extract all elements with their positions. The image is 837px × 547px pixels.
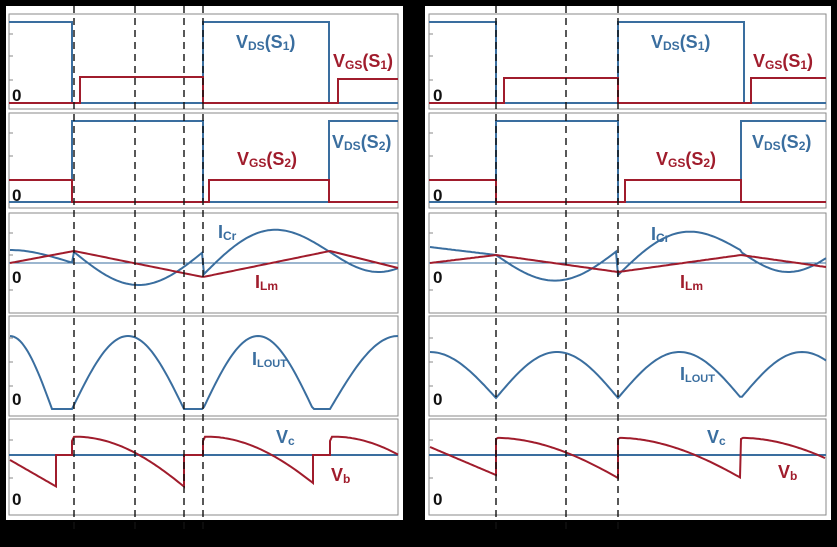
- left-zero-labels: 0 0 0 0 0: [12, 86, 21, 509]
- zero-label: 0: [433, 390, 442, 409]
- left-label-vgs-s2: VGS(S2): [237, 149, 297, 170]
- left-label-vb: Vb: [331, 465, 350, 486]
- right-ilm-trace: [429, 253, 827, 274]
- right-time-markers: [495, 6, 619, 530]
- right-label-icr: ICr: [651, 224, 670, 245]
- right-label-vb: Vb: [778, 462, 797, 483]
- left-time-markers: [73, 6, 204, 530]
- right-row2-frame: [428, 112, 827, 209]
- right-label-vc: Vc: [707, 427, 726, 448]
- left-label-ilout: ILOUT: [252, 349, 287, 370]
- zero-label: 0: [433, 186, 442, 205]
- right-label-vgs-s2: VGS(S2): [656, 149, 716, 170]
- left-label-vc: Vc: [276, 427, 295, 448]
- left-vgs-s2-trace: [9, 179, 398, 203]
- right-vgs-s2-trace: [429, 179, 826, 203]
- right-label-vgs-s1: VGS(S1): [753, 51, 813, 72]
- zero-label: 0: [12, 86, 21, 105]
- left-vds-s1-trace: [9, 21, 398, 104]
- right-panel: 0 0 0 0 0 VDS(S1) VGS(S1) VGS(S2) VDS(S2…: [425, 6, 831, 530]
- left-label-vgs-s1: VGS(S1): [333, 51, 393, 72]
- left-row2-frame: [8, 112, 399, 209]
- zero-label: 0: [12, 268, 21, 287]
- right-ilout-trace: [429, 350, 827, 400]
- zero-label: 0: [12, 390, 21, 409]
- left-label-ilm: ILm: [255, 272, 278, 293]
- left-label-vds-s2: VDS(S2): [332, 132, 391, 153]
- zero-label: 0: [433, 268, 442, 287]
- left-label-icr: ICr: [218, 222, 237, 243]
- right-label-vds-s1: VDS(S1): [651, 32, 710, 53]
- right-row4-frame: [428, 315, 827, 417]
- right-label-vds-s2: VDS(S2): [752, 132, 811, 153]
- zero-label: 0: [12, 490, 21, 509]
- right-zero-labels: 0 0 0 0 0: [433, 86, 442, 509]
- zero-label: 0: [433, 86, 442, 105]
- zero-label: 0: [12, 186, 21, 205]
- left-vb-trace: [9, 435, 399, 489]
- left-label-vds-s1: VDS(S1): [236, 32, 295, 53]
- right-plot-frames: [428, 13, 827, 516]
- right-label-ilout: ILOUT: [680, 364, 715, 385]
- left-tick-marks: [9, 33, 13, 479]
- zero-label: 0: [433, 490, 442, 509]
- right-row5-frame: [428, 418, 827, 516]
- right-row1-frame: [428, 13, 827, 110]
- left-panel: 0 0 0 0 0 VDS(S1) VGS(S1) VGS(S2) VDS(S2…: [6, 6, 403, 530]
- right-label-ilm: ILm: [680, 272, 703, 293]
